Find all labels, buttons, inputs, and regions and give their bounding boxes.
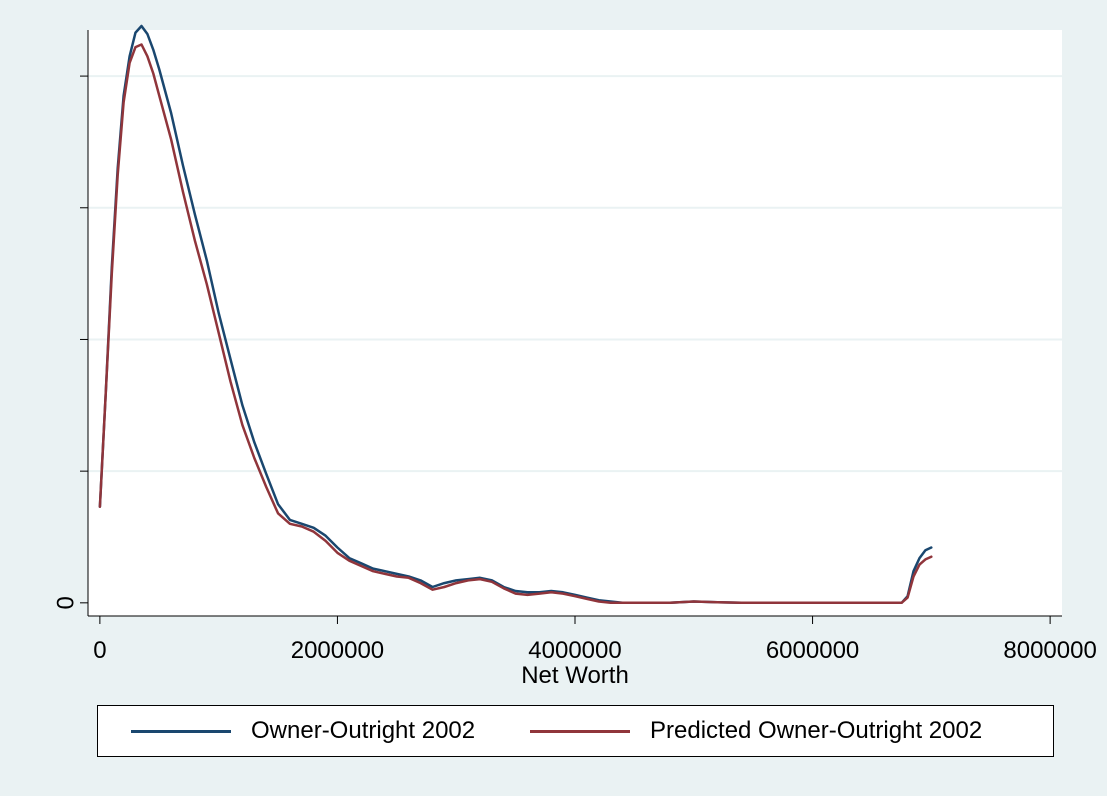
y-tick-label-0: 0: [53, 596, 80, 609]
legend-swatch-predicted-owner-outright: [530, 729, 630, 733]
legend-label-owner-outright: Owner-Outright 2002: [251, 717, 476, 744]
grid-layer: [88, 75, 1062, 473]
x-tick-label-4: 8000000: [1003, 637, 1096, 664]
plot-area: [88, 30, 1062, 616]
x-tick-label-3: 6000000: [766, 637, 859, 664]
legend-swatch-owner-outright: [131, 729, 231, 733]
x-tick-label-2: 4000000: [528, 637, 621, 664]
series-line-predicted-owner-outright: [98, 43, 933, 605]
legend: Owner-Outright 2002 Predicted Owner-Outr…: [97, 705, 1054, 757]
legend-item-predicted-owner-outright: Predicted Owner-Outright 2002: [530, 717, 983, 744]
series-layer: [98, 24, 933, 605]
legend-item-owner-outright: Owner-Outright 2002: [131, 717, 476, 744]
x-axis-label: Net Worth: [521, 662, 629, 689]
x-tick-label-1: 2000000: [291, 637, 384, 664]
legend-label-predicted-owner-outright: Predicted Owner-Outright 2002: [650, 717, 983, 744]
x-tick-label-0: 0: [93, 637, 106, 664]
axes-layer: 0 0 2000000 4000000 6000000 8000000: [53, 30, 1097, 664]
